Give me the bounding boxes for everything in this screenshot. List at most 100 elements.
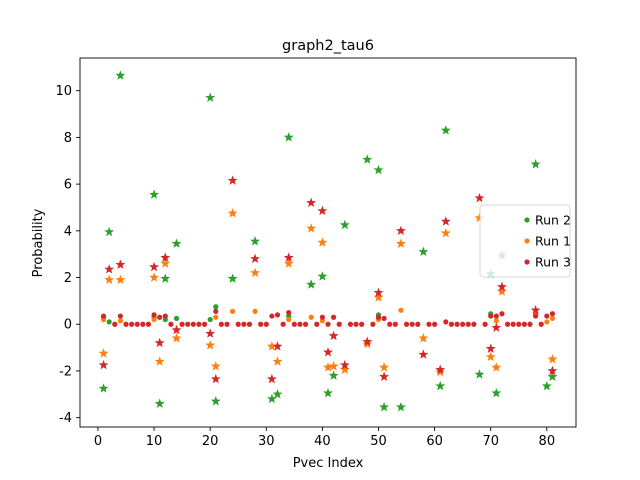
run-3-point bbox=[504, 321, 511, 327]
run-2-star-point bbox=[210, 396, 221, 406]
run-2-star-point bbox=[373, 164, 384, 175]
run-3-point bbox=[190, 321, 196, 327]
run-1-point bbox=[544, 319, 550, 325]
y-tick-label: 2 bbox=[64, 271, 72, 286]
chart-title: graph2_tau6 bbox=[282, 38, 374, 54]
y-tick-label: 0 bbox=[64, 318, 72, 333]
run-2-star-point bbox=[530, 159, 541, 169]
run-1-star-point bbox=[491, 362, 502, 372]
run-1-star-point bbox=[485, 351, 496, 362]
run-3-point bbox=[516, 321, 522, 327]
run-3-star-point bbox=[205, 328, 216, 338]
run-3-point bbox=[510, 321, 516, 327]
data-points bbox=[98, 70, 558, 412]
run-3-point bbox=[387, 321, 393, 327]
run-3-star-point bbox=[115, 259, 126, 269]
run-3-star-point bbox=[160, 252, 171, 262]
run-3-star-point bbox=[154, 337, 165, 348]
y-tick-label: 8 bbox=[64, 131, 72, 146]
run-1-star-point bbox=[339, 364, 350, 374]
run-3-point bbox=[527, 321, 533, 327]
y-axis-label: Probability bbox=[31, 208, 46, 277]
run-3-point bbox=[392, 321, 398, 327]
x-tick-label: 10 bbox=[146, 434, 163, 449]
run-3-point bbox=[280, 321, 286, 327]
run-3-star-point bbox=[373, 287, 384, 297]
x-tick-label: 70 bbox=[482, 434, 499, 449]
run-3-star-point bbox=[283, 252, 294, 262]
run-3-point bbox=[218, 321, 224, 327]
run-3-star-point bbox=[250, 253, 260, 264]
run-3-point bbox=[224, 321, 230, 327]
run-2-star-point bbox=[396, 401, 406, 412]
x-tick-label: 0 bbox=[94, 434, 102, 449]
run-1-point bbox=[151, 316, 157, 323]
run-3-point bbox=[117, 313, 123, 319]
run-3-star-point bbox=[317, 205, 328, 216]
run-3-point bbox=[325, 321, 331, 327]
run-3-star-point bbox=[547, 365, 558, 376]
run-3-star-point bbox=[491, 322, 502, 332]
run-2-point bbox=[106, 319, 112, 325]
run-3-star-point bbox=[379, 371, 390, 381]
run-3-point bbox=[235, 321, 241, 327]
run-2-star-point bbox=[115, 70, 126, 80]
run-3-point bbox=[319, 314, 325, 320]
x-tick-label: 30 bbox=[258, 434, 275, 449]
run-3-point bbox=[432, 321, 438, 327]
run-3-star-point bbox=[272, 341, 283, 351]
run-3-point bbox=[415, 321, 421, 327]
run-3-star-point bbox=[474, 192, 485, 203]
run-3-point bbox=[168, 321, 174, 327]
legend-label-run-3: Run 3 bbox=[535, 255, 571, 270]
run-3-point bbox=[403, 321, 410, 327]
legend-marker-run-3 bbox=[524, 259, 530, 265]
run-3-point bbox=[544, 313, 550, 319]
run-3-point bbox=[370, 321, 376, 327]
legend: Run 2 Run 1 Run 3 bbox=[479, 204, 571, 278]
run-3-point bbox=[533, 313, 539, 319]
run-1-star-point bbox=[160, 258, 171, 268]
run-1-star-point bbox=[396, 238, 406, 248]
run-3-point bbox=[493, 313, 499, 319]
run-1-star-point bbox=[227, 208, 238, 218]
run-1-point bbox=[252, 308, 258, 314]
run-3-point bbox=[409, 321, 415, 327]
run-3-point bbox=[179, 321, 185, 327]
run-2-star-point bbox=[317, 271, 328, 281]
run-2-star-point bbox=[154, 398, 165, 408]
run-2-star-point bbox=[323, 387, 333, 398]
run-1-star-point bbox=[283, 258, 294, 268]
run-3-point bbox=[269, 313, 275, 319]
run-2-star-point bbox=[435, 380, 446, 391]
run-1-star-point bbox=[272, 356, 283, 366]
run-1-star-point bbox=[149, 272, 160, 282]
run-2-star-point bbox=[149, 189, 160, 199]
plot-border bbox=[79, 57, 577, 428]
run-2-point bbox=[213, 304, 219, 310]
run-3-star-point bbox=[171, 324, 182, 335]
run-1-star-point bbox=[115, 274, 126, 285]
x-tick-label: 50 bbox=[370, 434, 387, 449]
run-2-star-point bbox=[474, 369, 485, 379]
run-2-star-point bbox=[98, 383, 109, 393]
run-2-star-point bbox=[339, 219, 350, 230]
run-3-star-point bbox=[104, 264, 115, 274]
legend-marker-run-2 bbox=[524, 217, 530, 223]
run-2-star-point bbox=[250, 236, 260, 246]
run-1-star-point bbox=[317, 237, 328, 247]
run-1-star-point bbox=[154, 356, 165, 366]
x-tick-label: 20 bbox=[202, 434, 219, 449]
run-3-point bbox=[538, 321, 544, 327]
run-3-point bbox=[314, 321, 320, 327]
run-3-star-point bbox=[328, 330, 339, 341]
run-1-star-point bbox=[306, 223, 317, 233]
run-3-point bbox=[471, 321, 477, 327]
run-3-point bbox=[549, 311, 556, 317]
run-3-point bbox=[443, 319, 449, 325]
run-2-star-point bbox=[272, 389, 283, 399]
run-1-star-point bbox=[496, 286, 507, 296]
run-1-star-point bbox=[323, 362, 333, 372]
run-1-point bbox=[398, 307, 404, 313]
